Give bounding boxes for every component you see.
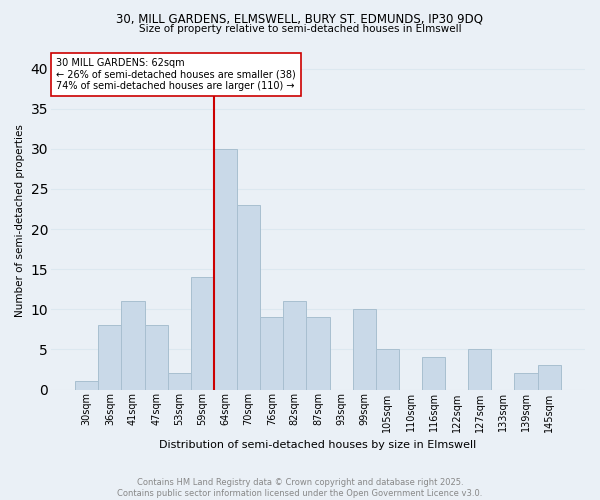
Bar [514,374,538,390]
Bar [283,301,307,390]
Text: 30 MILL GARDENS: 62sqm
← 26% of semi-detached houses are smaller (38)
74% of sem: 30 MILL GARDENS: 62sqm ← 26% of semi-det… [56,58,296,91]
Bar [307,318,329,390]
Bar [75,382,98,390]
Bar [168,374,191,390]
Bar [98,326,121,390]
Bar [538,366,561,390]
Text: 30, MILL GARDENS, ELMSWELL, BURY ST. EDMUNDS, IP30 9DQ: 30, MILL GARDENS, ELMSWELL, BURY ST. EDM… [116,12,484,26]
Bar [121,301,145,390]
Y-axis label: Number of semi-detached properties: Number of semi-detached properties [15,124,25,318]
Bar [376,350,399,390]
Bar [260,318,283,390]
Bar [191,277,214,390]
Bar [422,358,445,390]
Bar [468,350,491,390]
Bar [353,310,376,390]
Bar [237,205,260,390]
Bar [145,326,168,390]
Bar [214,149,237,390]
Text: Size of property relative to semi-detached houses in Elmswell: Size of property relative to semi-detach… [139,24,461,34]
X-axis label: Distribution of semi-detached houses by size in Elmswell: Distribution of semi-detached houses by … [160,440,476,450]
Text: Contains HM Land Registry data © Crown copyright and database right 2025.
Contai: Contains HM Land Registry data © Crown c… [118,478,482,498]
